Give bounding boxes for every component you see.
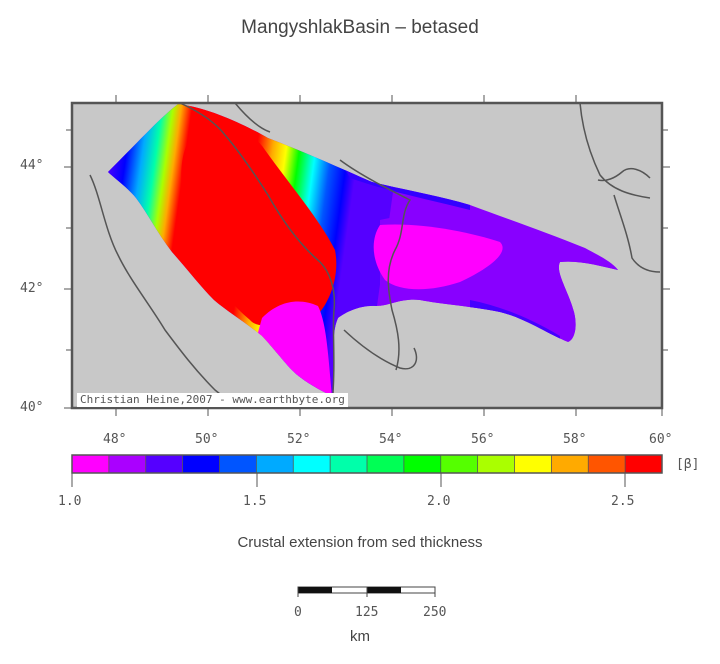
colorbar-caption: Crustal extension from sed thickness: [237, 534, 483, 551]
axis-ticks: [64, 95, 670, 416]
colorbar-swatch: [293, 455, 331, 473]
colorbar-swatch: [477, 455, 515, 473]
lat-label-40: 40°: [20, 400, 44, 415]
colorbar-swatch: [256, 455, 294, 473]
colorbar-tick-1-0: 1.0: [58, 494, 82, 509]
colorbar-swatch: [588, 455, 626, 473]
colorbar-swatch: [330, 455, 368, 473]
scale-label-250: 250: [423, 605, 447, 620]
colorbar-swatch: [108, 455, 147, 473]
lon-label-54: 54°: [379, 432, 403, 447]
lat-label-44: 44°: [20, 158, 44, 173]
colorbar-swatch: [145, 455, 184, 473]
colorbar-swatch: [440, 455, 479, 473]
scale-label-125: 125: [355, 605, 379, 620]
colorbar-swatch: [182, 455, 220, 473]
lon-label-48: 48°: [103, 432, 127, 447]
colorbar-swatch: [551, 455, 589, 473]
colorbar-unit: [β]: [676, 457, 700, 472]
lon-label-58: 58°: [563, 432, 587, 447]
map-credit: Christian Heine,2007 - www.earthbyte.org: [77, 393, 348, 407]
colorbar-swatch: [219, 455, 257, 473]
colorbar-tick-2-0: 2.0: [427, 494, 451, 509]
colorbar-swatch: [514, 455, 552, 473]
colorbar-swatch: [625, 455, 663, 473]
colorbar-swatch: [72, 455, 110, 473]
colorbar-frame: [71, 454, 663, 474]
scale-label-0: 0: [294, 605, 302, 620]
scale-unit: km: [350, 628, 370, 645]
scale-bar: [297, 586, 436, 597]
lon-label-60: 60°: [649, 432, 673, 447]
map-title: MangyshlakBasin – betased: [241, 17, 479, 38]
lat-label-42: 42°: [20, 281, 44, 296]
colorbar-tick-1-5: 1.5: [243, 494, 267, 509]
lon-label-52: 52°: [287, 432, 311, 447]
colorbar: [72, 455, 663, 473]
colorbar-swatch: [367, 455, 405, 473]
colorbar-tick-2-5: 2.5: [611, 494, 635, 509]
lon-label-50: 50°: [195, 432, 219, 447]
colorbar-ticks: [71, 473, 626, 487]
colorbar-swatch: [403, 455, 442, 473]
map-frame: [70, 101, 664, 410]
lon-label-56: 56°: [471, 432, 495, 447]
